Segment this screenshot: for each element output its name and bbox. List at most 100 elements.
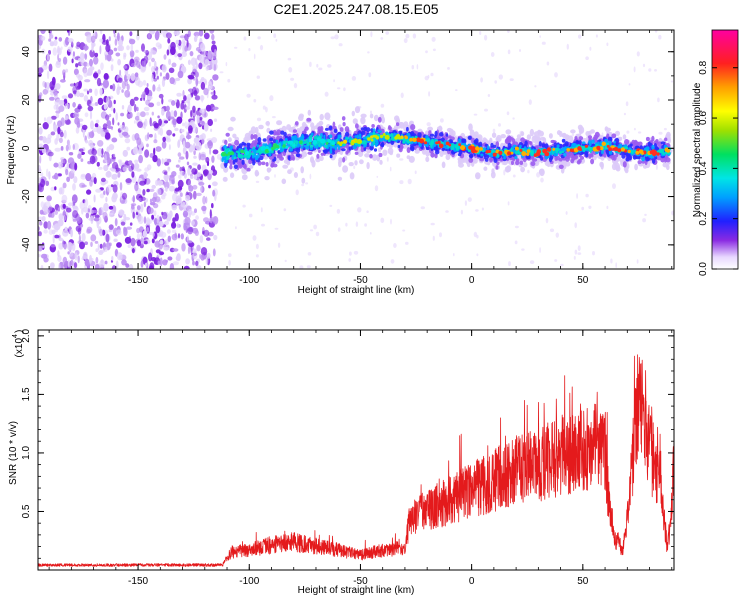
- ridge-cell: [483, 166, 488, 171]
- noise-blob: [72, 205, 78, 210]
- ridge-cell: [345, 150, 349, 155]
- noise-blob: [128, 264, 134, 269]
- noise-blob: [138, 64, 141, 70]
- noise-blob: [190, 175, 194, 179]
- noise-blob: [69, 83, 75, 87]
- ridge-cell: [318, 143, 321, 148]
- noise-blob: [182, 122, 185, 127]
- noise-blob: [38, 231, 42, 237]
- noise-blob: [76, 217, 82, 224]
- ridge-cell: [283, 159, 290, 165]
- noise-blob: [161, 211, 168, 220]
- noise-blob: [211, 33, 215, 41]
- ridge-cell: [468, 123, 473, 131]
- ridge-cell: [425, 156, 430, 163]
- ridge-cell: [570, 129, 576, 134]
- noise-blob: [62, 69, 66, 76]
- noise-blob: [198, 62, 203, 70]
- noise-blob: [152, 203, 159, 209]
- ridge-cell: [426, 144, 429, 148]
- ridge-cell: [511, 160, 514, 166]
- noise-blob: [89, 155, 96, 165]
- ridge-cell: [293, 172, 298, 178]
- noise-blob: [136, 239, 141, 247]
- faint-speckle: [512, 174, 516, 178]
- ridge-cell: [441, 161, 446, 169]
- noise-blob: [53, 104, 57, 110]
- noise-blob: [46, 70, 50, 80]
- faint-speckle: [259, 44, 264, 51]
- noise-blob: [86, 90, 90, 95]
- ridge-cell: [269, 137, 274, 142]
- faint-speckle: [338, 43, 343, 47]
- noise-blob: [103, 202, 109, 212]
- faint-speckle: [330, 36, 335, 40]
- noise-blob: [102, 211, 108, 221]
- ridge-cell: [352, 145, 357, 150]
- ridge-cell: [495, 165, 499, 170]
- faint-speckle: [606, 205, 609, 210]
- ridge-cell: [258, 124, 264, 130]
- noise-blob: [120, 210, 124, 216]
- faint-speckle: [309, 61, 312, 67]
- noise-blob: [99, 243, 103, 249]
- faint-speckle: [633, 66, 636, 73]
- noise-blob: [187, 30, 191, 38]
- noise-blob: [52, 234, 55, 244]
- faint-speckle: [261, 223, 265, 227]
- ridge-cell: [541, 143, 546, 148]
- faint-speckle: [329, 204, 333, 207]
- noise-blob: [58, 213, 64, 221]
- noise-blob: [204, 80, 207, 86]
- noise-blob: [66, 176, 70, 182]
- ridge-cell: [495, 137, 501, 142]
- faint-speckle: [255, 243, 259, 250]
- noise-blob: [43, 221, 48, 229]
- noise-blob: [112, 184, 118, 193]
- noise-blob: [177, 233, 181, 239]
- faint-speckle: [380, 217, 385, 223]
- ridge-cell: [605, 127, 611, 132]
- ridge-cell: [363, 126, 368, 131]
- noise-blob: [140, 196, 146, 201]
- noise-blob: [55, 113, 60, 119]
- faint-speckle: [324, 91, 329, 97]
- noise-blob: [157, 233, 163, 237]
- faint-speckle: [426, 122, 431, 127]
- noise-blob: [167, 256, 173, 261]
- noise-blob: [122, 149, 128, 157]
- noise-blob: [107, 158, 113, 164]
- noise-blob: [162, 136, 166, 142]
- noise-blob: [168, 185, 176, 192]
- noise-blob: [107, 126, 114, 129]
- noise-blob: [58, 187, 63, 195]
- noise-blob: [60, 117, 65, 126]
- ridge-cell: [389, 150, 394, 156]
- noise-blob: [64, 115, 69, 121]
- noise-blob: [137, 121, 144, 128]
- noise-blob: [48, 229, 54, 236]
- noise-blob: [165, 186, 168, 192]
- noise-blob: [203, 229, 210, 237]
- ridge-cell: [281, 178, 287, 185]
- noise-blob: [82, 128, 85, 138]
- noise-blob: [181, 38, 186, 48]
- noise-blob: [106, 120, 112, 127]
- noise-blob: [83, 88, 88, 92]
- ridge-cell: [286, 124, 292, 131]
- faint-speckle: [336, 208, 341, 214]
- ridge-cell: [624, 139, 630, 145]
- noise-blob: [134, 182, 139, 192]
- noise-blob: [196, 172, 202, 177]
- faint-speckle: [369, 232, 372, 235]
- ridge-cell: [349, 172, 355, 180]
- ridge-cell: [241, 159, 245, 165]
- noise-blob: [146, 188, 150, 193]
- ridge-cell: [502, 159, 508, 166]
- noise-blob: [53, 162, 59, 168]
- noise-blob: [128, 160, 133, 166]
- ridge-cell: [292, 129, 297, 133]
- noise-blob: [179, 192, 183, 197]
- noise-blob: [105, 114, 110, 121]
- ridge-cell: [252, 160, 256, 166]
